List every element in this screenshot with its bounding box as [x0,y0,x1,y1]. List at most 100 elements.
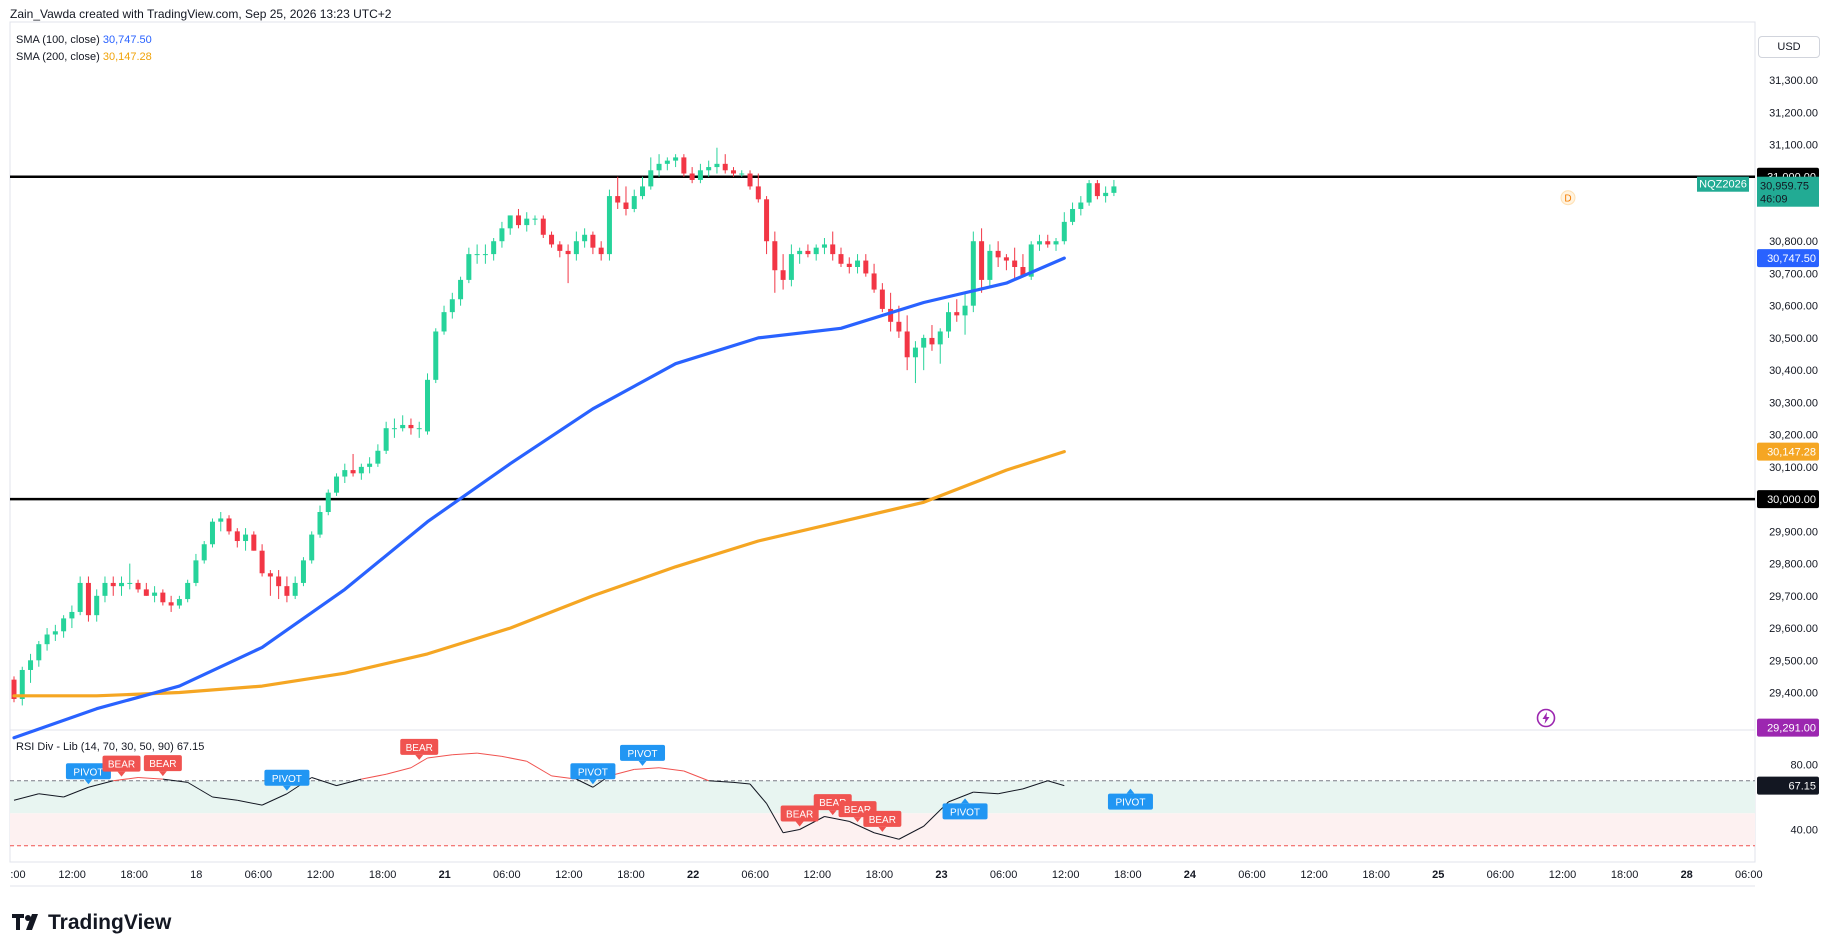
candle-body[interactable] [267,573,273,577]
candle-body[interactable] [52,631,58,635]
candle-body[interactable] [458,279,464,300]
candle-body[interactable] [36,644,42,661]
rsi-signal-tag[interactable] [102,755,141,772]
candle-body[interactable] [987,250,993,280]
candle-body[interactable] [1012,260,1018,268]
candle-body[interactable] [615,196,621,203]
candle-body[interactable] [664,160,670,164]
candle-body[interactable] [300,560,306,583]
candle-body[interactable] [755,186,761,200]
candle-body[interactable] [549,234,555,245]
candle-body[interactable] [143,589,149,596]
candle-body[interactable] [582,234,588,242]
candle-body[interactable] [846,263,852,268]
candle-body[interactable] [251,534,257,551]
candle-body[interactable] [292,582,298,596]
candle-body[interactable] [507,215,513,229]
candle-body[interactable] [358,466,364,474]
candle-body[interactable] [772,241,778,271]
candle-body[interactable] [201,544,207,561]
candle-body[interactable] [640,186,646,197]
candle-body[interactable] [821,244,827,248]
candle-body[interactable] [681,157,687,174]
candle-body[interactable] [532,218,538,220]
candle-body[interactable] [1003,257,1009,261]
sma100-line[interactable] [12,256,1066,740]
candle-body[interactable] [119,582,125,587]
candle-body[interactable] [185,582,191,600]
candle-body[interactable] [912,347,918,358]
candle-body[interactable] [730,170,736,174]
rsi-signal-tag[interactable] [264,769,310,786]
rsi-signal-tag[interactable] [570,763,616,780]
candle-body[interactable] [19,669,25,699]
candle-body[interactable] [970,241,976,306]
candle-body[interactable] [135,582,141,590]
candle-body[interactable] [830,244,836,255]
sma200-line[interactable] [12,450,1066,698]
candle-body[interactable] [491,241,497,255]
sma100-legend[interactable]: SMA (100, close) 30,747.50 [16,34,152,46]
candle-body[interactable] [69,611,75,619]
currency-button[interactable]: USD [1758,36,1820,58]
rsi-signal-tag[interactable] [620,744,666,761]
candle-body[interactable] [85,582,91,616]
rsi-signal-tag[interactable] [400,738,439,755]
candle-body[interactable] [689,173,695,180]
candle-body[interactable] [855,260,861,268]
candle-body[interactable] [888,308,894,322]
candle-body[interactable] [1028,244,1034,277]
candle-body[interactable] [747,173,753,187]
candle-body[interactable] [714,163,720,168]
candle-body[interactable] [904,331,910,358]
candle-body[interactable] [565,250,571,255]
rsi-signal-tag[interactable] [942,803,988,820]
candle-body[interactable] [61,618,67,632]
candle-body[interactable] [102,582,108,596]
candle-body[interactable] [474,254,480,256]
candle-body[interactable] [1094,183,1100,197]
candle-body[interactable] [482,254,488,256]
candle-body[interactable] [540,218,546,235]
candle-body[interactable] [152,592,158,596]
lightning-icon[interactable] [1536,708,1556,728]
candle-body[interactable] [573,241,579,255]
candle-body[interactable] [995,250,1001,258]
candle-body[interactable] [499,228,505,242]
rsi-signal-tag[interactable] [863,810,902,827]
candle-body[interactable] [631,196,637,209]
candle-body[interactable] [375,450,381,464]
candle-body[interactable] [342,470,348,477]
candle-body[interactable] [127,582,133,584]
candle-body[interactable] [813,247,819,255]
candle-body[interactable] [879,289,885,309]
candle-body[interactable] [391,428,397,430]
candle-body[interactable] [259,550,265,574]
candle-body[interactable] [383,428,389,451]
candle-body[interactable] [325,492,331,513]
candle-body[interactable] [94,595,100,616]
candle-body[interactable] [954,312,960,316]
candle-body[interactable] [160,592,166,603]
candle-body[interactable] [11,679,17,699]
tradingview-logo[interactable]: TradingView [12,911,171,935]
candle-body[interactable] [863,260,869,274]
candle-body[interactable] [1036,241,1042,245]
candle-body[interactable] [871,273,877,290]
candle-body[interactable] [673,157,679,161]
candle-body[interactable] [77,582,83,612]
candle-body[interactable] [623,202,629,209]
rsi-signal-tag[interactable] [143,755,182,772]
candle-body[interactable] [515,215,521,226]
candle-body[interactable] [334,476,340,493]
candle-body[interactable] [433,331,439,380]
candle-body[interactable] [1020,267,1026,277]
candle-body[interactable] [449,299,455,313]
candle-body[interactable] [838,254,844,264]
rsi-signal-tag[interactable] [65,763,111,780]
candle-body[interactable] [590,234,596,248]
candle-body[interactable] [218,518,224,522]
candle-body[interactable] [797,250,803,255]
candle-body[interactable] [937,331,943,345]
